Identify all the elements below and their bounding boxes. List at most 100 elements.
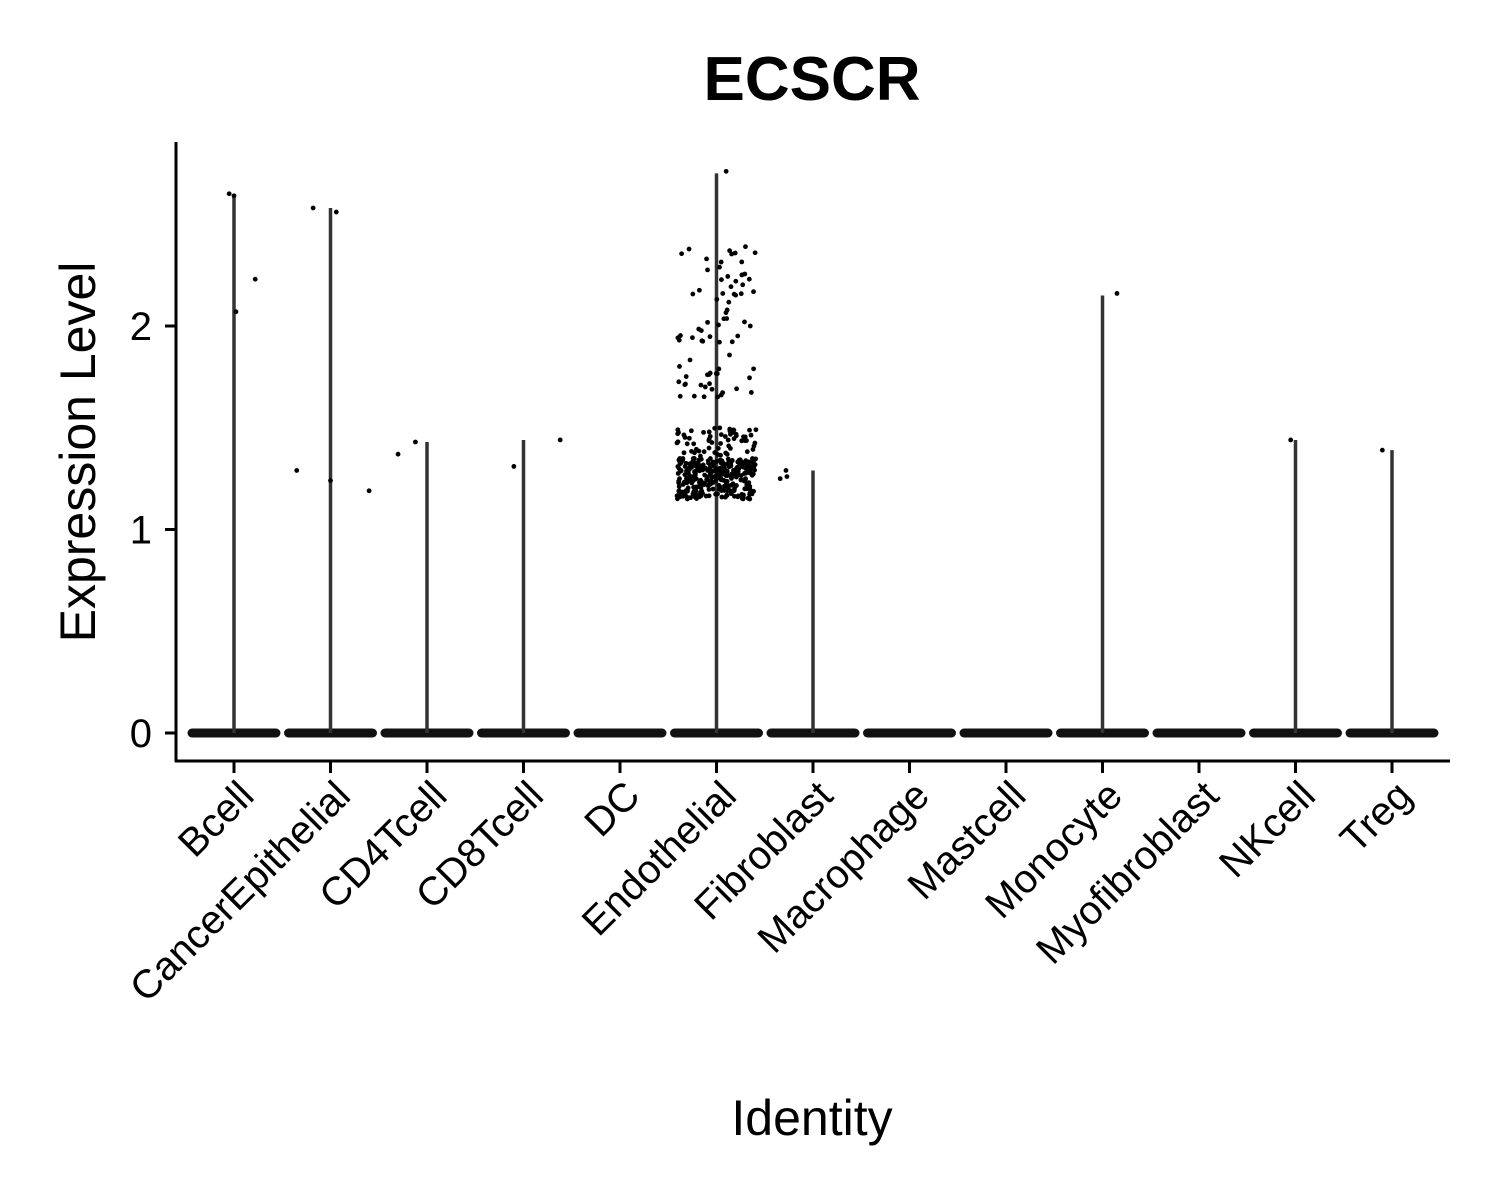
data-point [682, 382, 688, 388]
data-point [252, 276, 258, 282]
data-point [747, 427, 752, 433]
data-point [749, 472, 755, 478]
data-point [714, 459, 719, 464]
data-point [294, 468, 300, 473]
data-point [677, 364, 682, 369]
data-point [716, 322, 721, 328]
data-point [701, 394, 707, 400]
data-point [676, 337, 682, 343]
y-tick-label: 1 [130, 509, 152, 553]
data-point [697, 494, 703, 500]
data-point [693, 488, 699, 494]
data-point [736, 465, 742, 471]
data-point [676, 379, 682, 385]
data-point [676, 478, 682, 484]
data-point [744, 486, 750, 492]
data-point [677, 393, 683, 399]
data-point [723, 473, 729, 479]
data-point [740, 282, 746, 288]
data-point [683, 374, 689, 379]
data-point [693, 492, 699, 497]
data-point [698, 382, 704, 388]
data-point [684, 441, 690, 447]
data-point [687, 357, 693, 363]
data-point [727, 248, 733, 254]
data-point [717, 264, 722, 270]
data-point [734, 471, 740, 476]
data-point [744, 449, 750, 455]
data-point [680, 482, 686, 487]
x-tick-label: Treg [1332, 773, 1420, 861]
data-point [698, 465, 704, 471]
data-point [690, 291, 696, 297]
data-point [685, 485, 691, 491]
data-point [714, 296, 720, 302]
data-point [679, 251, 685, 257]
data-point [725, 488, 730, 494]
data-point [702, 480, 707, 486]
data-point [1114, 291, 1120, 296]
data-point [511, 464, 517, 469]
data-point [726, 299, 732, 305]
data-point [749, 491, 755, 497]
data-point [706, 487, 712, 492]
data-point [557, 437, 563, 443]
data-point [677, 489, 683, 494]
data-point [1379, 447, 1385, 453]
data-point [728, 284, 734, 290]
data-point [676, 484, 682, 489]
data-point [718, 441, 723, 446]
data-point [725, 274, 731, 279]
data-point [698, 453, 703, 459]
data-point [687, 461, 693, 467]
data-point [729, 471, 735, 477]
data-point [688, 495, 694, 501]
data-point [686, 246, 692, 252]
data-point [739, 259, 745, 265]
data-point [733, 278, 739, 284]
data-point [707, 471, 713, 477]
data-point [706, 482, 712, 488]
data-point [749, 460, 755, 465]
data-point [747, 323, 753, 329]
data-point [720, 460, 726, 466]
data-point [395, 451, 401, 457]
data-point [706, 445, 712, 451]
data-point [678, 333, 683, 338]
data-point [328, 478, 333, 484]
data-point [718, 432, 724, 437]
data-point [732, 493, 737, 499]
data-point [730, 427, 736, 433]
data-point [747, 375, 752, 381]
data-point [684, 468, 689, 474]
data-point [725, 456, 731, 462]
data-point [691, 441, 697, 447]
data-point [717, 476, 723, 481]
data-point [722, 467, 728, 473]
data-point [731, 483, 736, 488]
data-point [690, 478, 696, 484]
data-point [742, 271, 748, 277]
data-point [692, 469, 697, 475]
data-point [732, 250, 738, 256]
data-point [231, 193, 237, 199]
data-point [725, 437, 731, 443]
data-point [717, 425, 723, 431]
data-point [674, 440, 680, 446]
data-point [743, 244, 748, 250]
data-point [690, 335, 695, 341]
data-point [746, 276, 752, 282]
data-point [688, 428, 694, 434]
data-point [724, 480, 730, 485]
data-point [684, 480, 690, 486]
data-point [748, 432, 754, 438]
data-point [690, 456, 696, 461]
data-point [715, 394, 721, 400]
data-point [724, 451, 730, 457]
data-point [691, 473, 697, 479]
data-point [226, 191, 232, 197]
data-point [682, 463, 688, 469]
x-axis-title: Identity [731, 1090, 892, 1146]
data-point [713, 371, 719, 376]
data-point [719, 277, 724, 283]
